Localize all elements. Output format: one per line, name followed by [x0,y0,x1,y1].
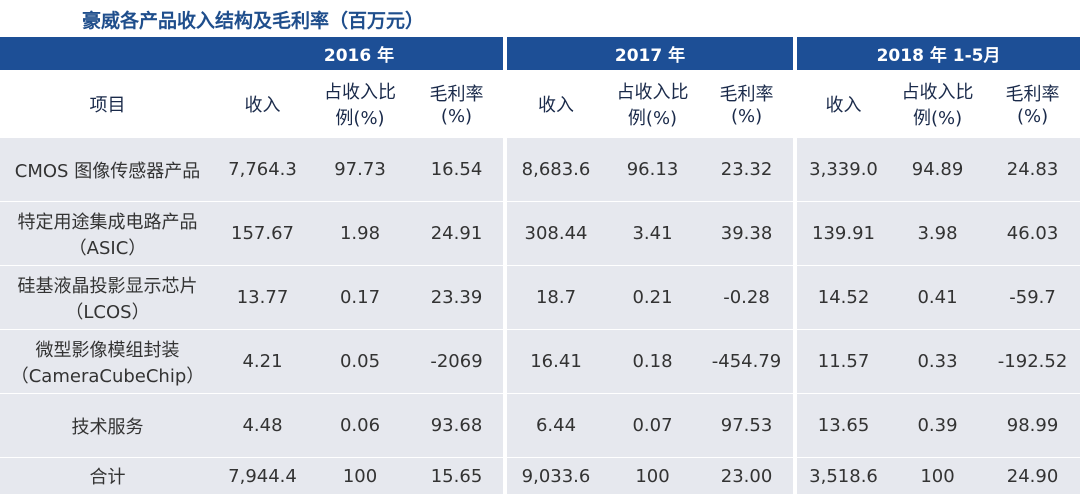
cell: 97.53 [700,394,795,458]
cell: 3,339.0 [795,138,890,202]
cell: 0.06 [310,394,410,458]
cell: 308.44 [505,202,605,266]
cell: 139.91 [795,202,890,266]
table-title: 豪威各产品收入结构及毛利率（百万元） [82,6,424,33]
cell: 0.21 [605,266,700,330]
cell: 6.44 [505,394,605,458]
column-header: 收入 [505,70,605,138]
cell: -59.7 [985,266,1080,330]
cell: 13.77 [215,266,310,330]
cell: -454.79 [700,330,795,394]
cell: 14.52 [795,266,890,330]
cell: 0.18 [605,330,700,394]
cell: 94.89 [890,138,985,202]
cell: 4.48 [215,394,310,458]
column-header: 占收入比例(%) [890,70,985,138]
cell: 24.91 [410,202,505,266]
column-header: 占收入比例(%) [310,70,410,138]
row-label: 特定用途集成电路产品（ASIC） [0,202,215,266]
column-header-row: 项目收入占收入比例(%)毛利率(%)收入占收入比例(%)毛利率(%)收入占收入比… [0,70,1080,138]
cell: -0.28 [700,266,795,330]
column-header: 毛利率(%) [700,70,795,138]
cell: 24.83 [985,138,1080,202]
cell: -192.52 [985,330,1080,394]
column-header: 毛利率(%) [410,70,505,138]
column-header: 毛利率(%) [985,70,1080,138]
row-label: 硅基液晶投影显示芯片（LCOS） [0,266,215,330]
column-header: 收入 [795,70,890,138]
cell: 0.17 [310,266,410,330]
year-header: 2018 年 1-5月 [795,37,1080,70]
cell: 0.39 [890,394,985,458]
column-header: 项目 [0,70,215,138]
cell: 98.99 [985,394,1080,458]
cell: 18.7 [505,266,605,330]
cell: 0.05 [310,330,410,394]
year-header: 2016 年 [215,37,505,70]
cell: 46.03 [985,202,1080,266]
cell: 7,764.3 [215,138,310,202]
row-label: 技术服务 [0,394,215,458]
cell: 16.41 [505,330,605,394]
data-table: 2016 年 2017 年 2018 年 1-5月 项目收入占收入比例(%)毛利… [0,37,1080,494]
cell: 4.21 [215,330,310,394]
cell: 23.39 [410,266,505,330]
cell: 39.38 [700,202,795,266]
year-header-row: 2016 年 2017 年 2018 年 1-5月 [0,37,1080,70]
cell: 0.33 [890,330,985,394]
cell: 13.65 [795,394,890,458]
cell: 93.68 [410,394,505,458]
cell: 3.98 [890,202,985,266]
cell: -2069 [410,330,505,394]
cell: 0.07 [605,394,700,458]
cell: 96.13 [605,138,700,202]
cell: 8,683.6 [505,138,605,202]
column-header: 收入 [215,70,310,138]
cell: 11.57 [795,330,890,394]
year-header: 2017 年 [505,37,795,70]
cell: 0.41 [890,266,985,330]
column-header: 占收入比例(%) [605,70,700,138]
cell: 3.41 [605,202,700,266]
cell: 157.67 [215,202,310,266]
cell: 1.98 [310,202,410,266]
header-cell [0,37,215,70]
row-label: 微型影像模组封装（CameraCubeChip） [0,330,215,394]
cell: 23.32 [700,138,795,202]
row-label: CMOS 图像传感器产品 [0,138,215,202]
cell: 16.54 [410,138,505,202]
cell: 97.73 [310,138,410,202]
